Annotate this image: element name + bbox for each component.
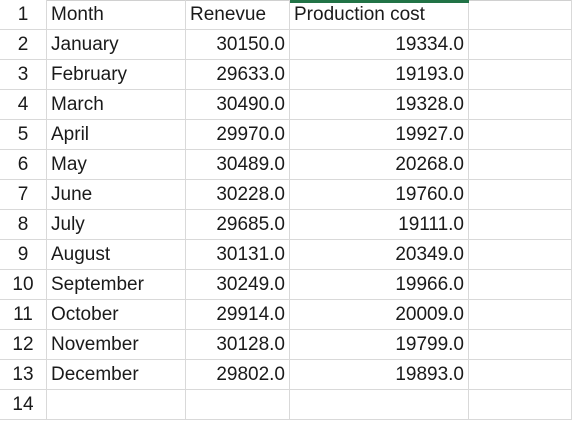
cell-production-cost[interactable]: 19966.0 [289, 269, 469, 300]
row-number[interactable]: 3 [0, 59, 47, 90]
row-number[interactable]: 1 [0, 0, 47, 30]
cell-production-cost[interactable]: 19927.0 [289, 119, 469, 150]
spreadsheet-grid: 1 Month Renevue Production cost 2 January… [0, 0, 572, 420]
row-number[interactable]: 9 [0, 239, 47, 270]
table-row: 8 July 29685.0 19111.0 [0, 209, 572, 240]
cell-production-cost[interactable]: 19193.0 [289, 59, 469, 90]
row-number[interactable]: 8 [0, 209, 47, 240]
cell-header-production-cost[interactable]: Production cost [289, 0, 469, 30]
cell-month[interactable]: November [46, 329, 186, 360]
row-number[interactable]: 14 [0, 389, 47, 420]
row-number[interactable]: 7 [0, 179, 47, 210]
cell-month[interactable]: September [46, 269, 186, 300]
row-number[interactable]: 5 [0, 119, 47, 150]
cell-revenue[interactable]: 30128.0 [185, 329, 290, 360]
cell-empty[interactable] [289, 389, 469, 420]
cell-empty[interactable] [468, 119, 572, 150]
table-row: 7 June 30228.0 19760.0 [0, 179, 572, 210]
row-number[interactable]: 2 [0, 29, 47, 60]
row-number[interactable]: 13 [0, 359, 47, 390]
cell-revenue[interactable]: 30490.0 [185, 89, 290, 120]
cell-empty[interactable] [468, 329, 572, 360]
cell-revenue[interactable]: 29970.0 [185, 119, 290, 150]
table-row: 4 March 30490.0 19328.0 [0, 89, 572, 120]
table-row-header: 1 Month Renevue Production cost [0, 0, 572, 30]
cell-month[interactable]: January [46, 29, 186, 60]
cell-empty[interactable] [468, 179, 572, 210]
cell-month[interactable]: February [46, 59, 186, 90]
table-row: 12 November 30128.0 19799.0 [0, 329, 572, 360]
cell-empty[interactable] [46, 389, 186, 420]
cell-revenue[interactable]: 30228.0 [185, 179, 290, 210]
cell-revenue[interactable]: 29633.0 [185, 59, 290, 90]
cell-empty[interactable] [468, 209, 572, 240]
cell-empty[interactable] [468, 359, 572, 390]
table-row: 5 April 29970.0 19927.0 [0, 119, 572, 150]
cell-month[interactable]: August [46, 239, 186, 270]
cell-month[interactable]: May [46, 149, 186, 180]
row-number[interactable]: 11 [0, 299, 47, 330]
cell-empty[interactable] [468, 269, 572, 300]
cell-empty[interactable] [468, 299, 572, 330]
row-number[interactable]: 10 [0, 269, 47, 300]
cell-revenue[interactable]: 30489.0 [185, 149, 290, 180]
cell-month[interactable]: June [46, 179, 186, 210]
table-row: 11 October 29914.0 20009.0 [0, 299, 572, 330]
cell-month[interactable]: October [46, 299, 186, 330]
row-number[interactable]: 6 [0, 149, 47, 180]
table-row: 13 December 29802.0 19893.0 [0, 359, 572, 390]
cell-empty[interactable] [468, 29, 572, 60]
table-row-empty: 14 [0, 389, 572, 420]
cell-production-cost[interactable]: 20349.0 [289, 239, 469, 270]
table-row: 6 May 30489.0 20268.0 [0, 149, 572, 180]
table-row: 3 February 29633.0 19193.0 [0, 59, 572, 90]
cell-production-cost[interactable]: 19760.0 [289, 179, 469, 210]
cell-production-cost[interactable]: 19799.0 [289, 329, 469, 360]
cell-empty[interactable] [185, 389, 290, 420]
cell-header-month[interactable]: Month [46, 0, 186, 30]
cell-revenue[interactable]: 29685.0 [185, 209, 290, 240]
cell-revenue[interactable]: 29914.0 [185, 299, 290, 330]
cell-empty[interactable] [468, 239, 572, 270]
cell-empty[interactable] [468, 59, 572, 90]
cell-production-cost[interactable]: 19328.0 [289, 89, 469, 120]
cell-production-cost[interactable]: 19893.0 [289, 359, 469, 390]
cell-header-revenue[interactable]: Renevue [185, 0, 290, 30]
table-row: 9 August 30131.0 20349.0 [0, 239, 572, 270]
cell-revenue[interactable]: 30131.0 [185, 239, 290, 270]
cell-production-cost[interactable]: 19334.0 [289, 29, 469, 60]
cell-month[interactable]: March [46, 89, 186, 120]
cell-month[interactable]: December [46, 359, 186, 390]
table-row: 2 January 30150.0 19334.0 [0, 29, 572, 60]
cell-production-cost[interactable]: 20009.0 [289, 299, 469, 330]
cell-empty[interactable] [468, 389, 572, 420]
cell-production-cost[interactable]: 19111.0 [289, 209, 469, 240]
column-selection-accent [289, 0, 469, 3]
table-row: 10 September 30249.0 19966.0 [0, 269, 572, 300]
cell-empty[interactable] [468, 149, 572, 180]
row-number[interactable]: 4 [0, 89, 47, 120]
cell-revenue[interactable]: 30249.0 [185, 269, 290, 300]
cell-month[interactable]: July [46, 209, 186, 240]
cell-revenue[interactable]: 30150.0 [185, 29, 290, 60]
row-number[interactable]: 12 [0, 329, 47, 360]
cell-empty[interactable] [468, 0, 572, 30]
cell-month[interactable]: April [46, 119, 186, 150]
cell-production-cost[interactable]: 20268.0 [289, 149, 469, 180]
cell-empty[interactable] [468, 89, 572, 120]
cell-revenue[interactable]: 29802.0 [185, 359, 290, 390]
